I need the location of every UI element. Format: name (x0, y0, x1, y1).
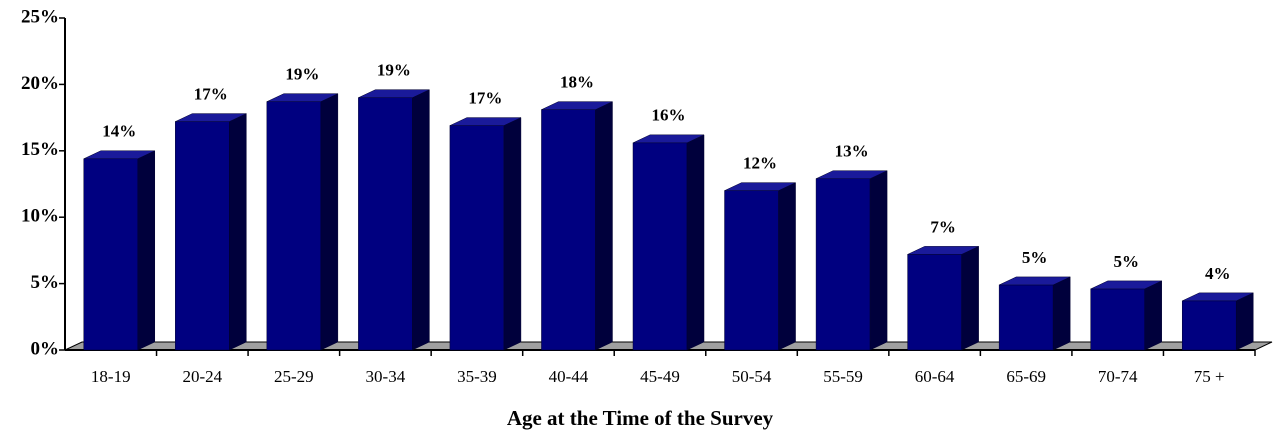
bar-side (503, 117, 522, 351)
bar-top (358, 89, 430, 98)
bar-top (632, 134, 705, 144)
bar-top (815, 170, 888, 179)
bar-top (1182, 292, 1254, 302)
x-tick-label: 65-69 (1006, 367, 1046, 386)
value-label: 17% (468, 88, 502, 107)
x-tick-label: 30-34 (366, 367, 406, 386)
bar-front (541, 109, 596, 351)
value-label: 19% (285, 65, 319, 84)
y-tick-label: 0% (31, 338, 60, 359)
x-tick-label: 25-29 (274, 367, 314, 386)
x-tick-label: 20-24 (182, 367, 222, 386)
bar-side (1235, 292, 1254, 351)
value-label: 7% (930, 217, 956, 236)
bar-front (1090, 288, 1145, 351)
bar-front (266, 101, 322, 351)
bar-side (595, 101, 613, 351)
bar-side (961, 245, 979, 351)
value-label: 4% (1205, 264, 1231, 283)
bar-front (1181, 300, 1237, 351)
x-tick-label: 75 + (1194, 367, 1225, 386)
y-tick-label: 25% (21, 6, 59, 27)
bar-side (869, 170, 888, 351)
bar-side (686, 134, 705, 351)
bar-side (229, 113, 247, 351)
x-tick-label: 18-19 (91, 367, 131, 386)
bar-front (358, 97, 413, 351)
x-tick-label: 60-64 (915, 367, 955, 386)
y-tick-label: 5% (31, 272, 60, 293)
bar-front (724, 190, 779, 351)
bar-top (907, 246, 979, 255)
y-tick-label: 15% (21, 139, 59, 160)
bar-side (1144, 280, 1162, 351)
x-tick-label: 40-44 (549, 367, 589, 386)
value-label: 17% (194, 84, 228, 103)
x-axis-label: Age at the Time of the Survey (507, 406, 774, 430)
x-tick-label: 45-49 (640, 367, 680, 386)
bar-front (175, 121, 230, 351)
value-label: 5% (1022, 248, 1048, 267)
bar-front (83, 158, 139, 351)
bar-top (999, 276, 1071, 286)
value-label: 16% (652, 106, 686, 125)
bar-front (907, 254, 962, 351)
bar-side (137, 150, 156, 351)
y-tick-label: 10% (21, 206, 59, 227)
bar-top (724, 182, 796, 191)
value-label: 5% (1113, 252, 1139, 271)
bar-side (320, 93, 339, 351)
bar-front (998, 284, 1054, 351)
value-label: 13% (835, 142, 869, 161)
x-tick-label: 35-39 (457, 367, 497, 386)
value-label: 19% (377, 61, 411, 80)
value-label: 12% (743, 154, 777, 173)
bar-side (778, 182, 796, 351)
y-tick-label: 20% (21, 73, 59, 94)
x-tick-label: 50-54 (732, 367, 772, 386)
bar-front (449, 125, 505, 351)
bar-top (449, 117, 522, 126)
x-tick-label: 55-59 (823, 367, 863, 386)
bar-top (1090, 280, 1162, 290)
bar-front (632, 142, 688, 351)
bar-side (1052, 276, 1071, 351)
bar-front (815, 178, 871, 351)
bar-side (412, 89, 430, 351)
bar-top (541, 101, 613, 110)
x-tick-label: 70-74 (1098, 367, 1138, 386)
bar-top (266, 93, 338, 102)
value-label: 18% (560, 73, 594, 92)
value-label: 14% (102, 122, 136, 141)
bar-top (175, 113, 247, 122)
bar-top (83, 150, 155, 160)
